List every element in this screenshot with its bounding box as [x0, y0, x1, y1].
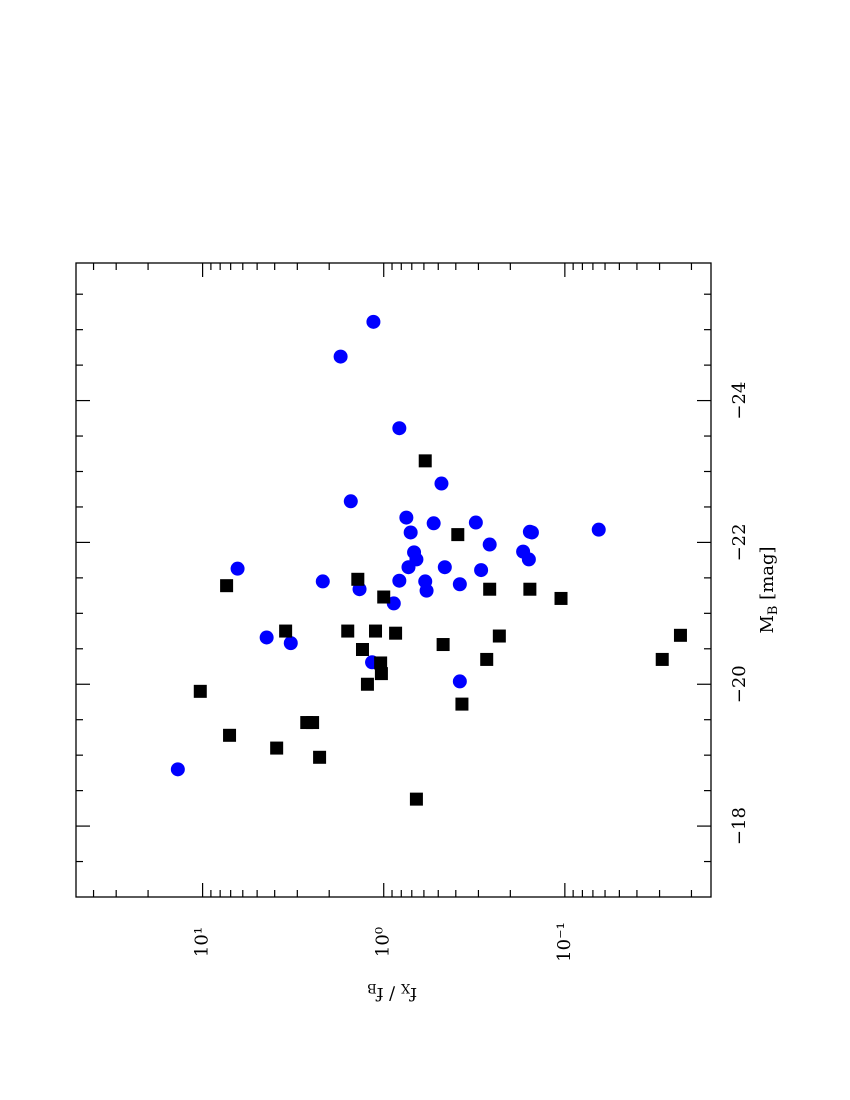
point [468, 515, 483, 530]
point [492, 629, 506, 643]
point [436, 638, 450, 652]
point [482, 537, 497, 552]
point [474, 563, 489, 578]
point [389, 626, 403, 640]
point [374, 656, 388, 670]
plot-frame [75, 262, 712, 898]
label-part: f [409, 983, 417, 1004]
point [392, 573, 407, 588]
point [220, 579, 234, 593]
point [483, 582, 497, 596]
point [366, 314, 381, 329]
point [230, 561, 245, 576]
label-part: B [766, 606, 781, 616]
point [523, 582, 537, 596]
x-tick-label: −20 [729, 665, 750, 703]
point [434, 476, 449, 491]
y-tick-label: 10⁰ [373, 927, 394, 957]
label-part: M [757, 615, 778, 633]
point [355, 642, 369, 656]
point [259, 630, 274, 645]
point [455, 697, 469, 711]
point [655, 652, 669, 666]
point [374, 667, 388, 681]
point [399, 510, 414, 525]
point [554, 591, 568, 605]
point [279, 624, 293, 638]
point [591, 522, 606, 537]
point [451, 528, 465, 542]
point [437, 560, 452, 575]
point [170, 762, 185, 777]
x-axis-label: MB [mag] [757, 546, 781, 633]
point [418, 454, 432, 468]
point [673, 628, 687, 642]
point [452, 674, 467, 689]
point [223, 728, 237, 742]
point [351, 572, 365, 586]
point [377, 590, 391, 604]
y-tick-label: 10⁻¹ [554, 922, 575, 962]
point [403, 525, 418, 540]
label-part: [mag] [757, 546, 778, 605]
y-axis-label: fX / fB [367, 981, 417, 1005]
point [392, 421, 407, 436]
point [315, 574, 330, 589]
x-tick-label: −22 [729, 523, 750, 561]
x-tick-label: −24 [729, 382, 750, 420]
point [419, 583, 434, 598]
point [521, 552, 536, 567]
y-tick-label: 10¹ [192, 927, 213, 957]
point [452, 577, 467, 592]
label-part: X [400, 981, 410, 996]
label-part: / f [375, 983, 401, 1004]
point [409, 552, 424, 567]
point [524, 525, 539, 540]
point [283, 636, 298, 651]
point [386, 596, 401, 611]
point [333, 349, 348, 364]
point [306, 716, 320, 730]
point [343, 494, 358, 509]
point [480, 652, 494, 666]
point [341, 624, 355, 638]
point [313, 750, 327, 764]
point [409, 792, 423, 806]
point [360, 677, 374, 691]
point [369, 624, 383, 638]
label-part: B [367, 981, 377, 996]
x-tick-label: −18 [729, 807, 750, 845]
point [270, 741, 284, 755]
point [193, 684, 207, 698]
point [426, 516, 441, 531]
